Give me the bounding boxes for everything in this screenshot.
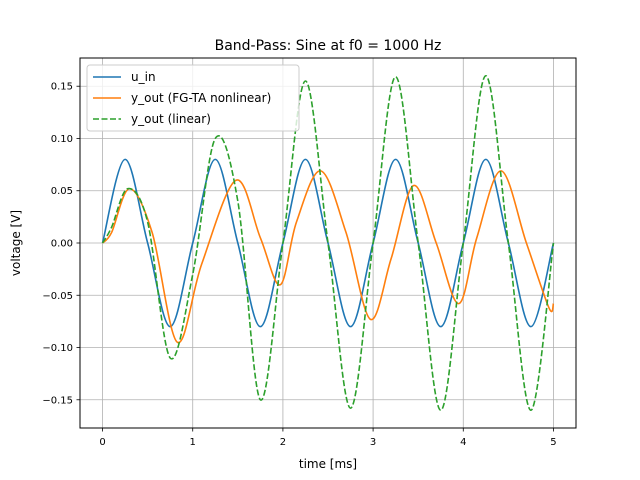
x-axis-ticks: 0 1 2 3 4 5 (99, 428, 557, 448)
series-line-2 (101, 74, 555, 412)
chart-title: Band-Pass: Sine at f0 = 1000 Hz (215, 38, 442, 54)
x-tick-label: 0 (99, 437, 105, 448)
x-tick-label: 4 (460, 437, 466, 448)
legend-box (86, 64, 300, 132)
x-axis-label: time [ms] (299, 457, 357, 471)
x-tick-label: 5 (550, 437, 556, 448)
series-lines (101, 74, 555, 412)
y-tick-label: 0.05 (51, 186, 73, 197)
y-tick-label: −0.15 (42, 395, 73, 406)
y-tick-label: 0.10 (51, 134, 73, 145)
x-tick-label: 1 (190, 437, 196, 448)
y-tick-label: 0.00 (51, 239, 73, 250)
x-tick-label: 3 (370, 437, 376, 448)
legend: u_in y_out (FG-TA nonlinear) y_out (linear… (86, 64, 300, 132)
legend-label-1: y_out (FG-TA nonlinear) (131, 91, 271, 105)
x-tick-label: 2 (280, 437, 286, 448)
y-tick-label: 0.15 (51, 82, 73, 93)
series-line-1 (101, 170, 555, 344)
y-axis-ticks: −0.15 −0.10 −0.05 0.00 0.05 0.10 0.15 (42, 82, 80, 406)
y-axis-label: voltage [V] (9, 210, 23, 276)
y-tick-label: −0.10 (42, 343, 73, 354)
legend-label-0: u_in (131, 70, 156, 84)
y-tick-label: −0.05 (42, 291, 73, 302)
series-line-0 (101, 158, 555, 328)
legend-label-2: y_out (linear) (131, 112, 211, 126)
